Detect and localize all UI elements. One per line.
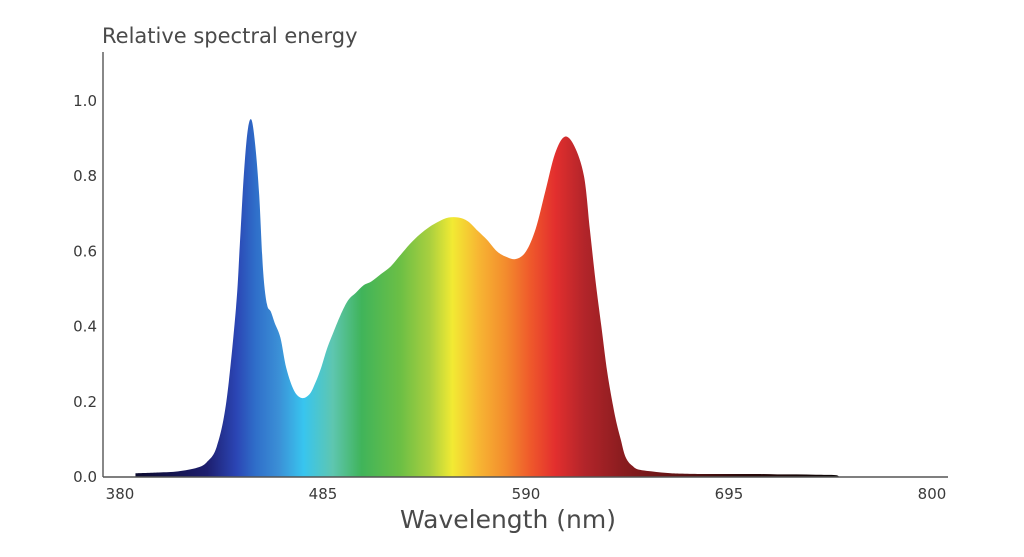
y-tick-label: 0.8 [73, 167, 97, 185]
x-tick-label: 800 [918, 485, 947, 503]
x-tick-label: 380 [106, 485, 135, 503]
spectrum-area [135, 119, 840, 477]
y-tick-label: 0.4 [73, 318, 97, 336]
y-tick-labels: 0.0 0.2 0.4 0.6 0.8 1.0 [73, 92, 97, 486]
x-tick-label: 590 [512, 485, 541, 503]
y-axis-label: Relative spectral energy [102, 24, 358, 48]
x-tick-label: 485 [309, 485, 338, 503]
y-tick-label: 1.0 [73, 92, 97, 110]
y-tick-label: 0.6 [73, 242, 97, 260]
x-tick-labels: 380 485 590 695 800 [106, 485, 947, 503]
spectrum-area-layer [135, 119, 840, 477]
x-axis-label: Wavelength (nm) [400, 505, 616, 534]
x-tick-label: 695 [715, 485, 744, 503]
y-tick-label: 0.2 [73, 393, 97, 411]
y-tick-label: 0.0 [73, 468, 97, 486]
